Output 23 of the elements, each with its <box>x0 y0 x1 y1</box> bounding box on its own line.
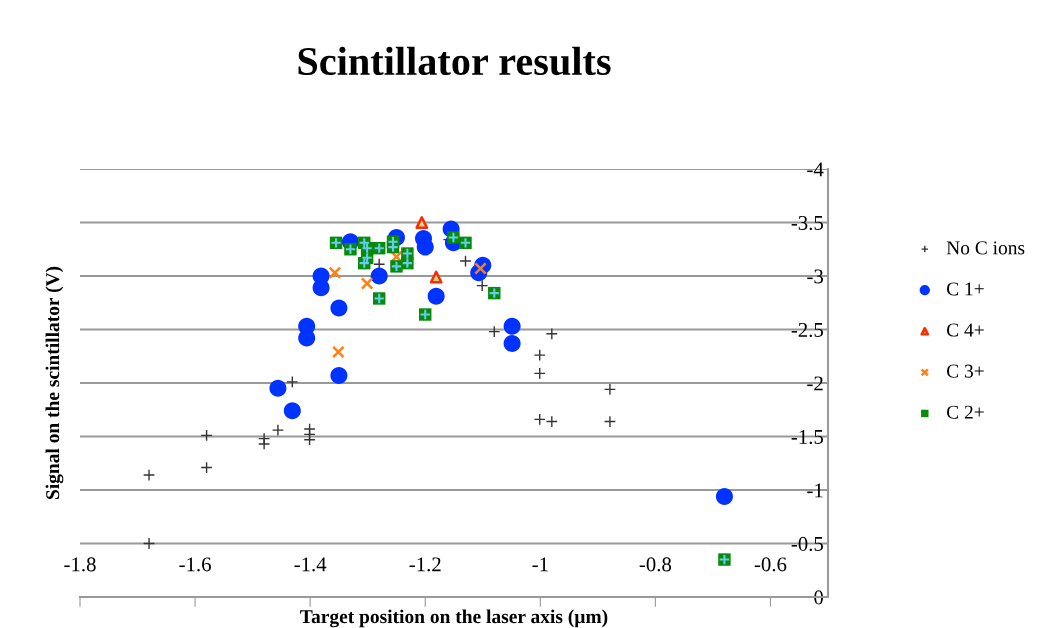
y-tick-label: -0.5 <box>791 536 824 552</box>
y-tick-label: -2 <box>807 376 823 391</box>
y-tick-label: -3.5 <box>791 215 824 231</box>
legend-label: C 2+ <box>946 405 984 419</box>
y-tick-label: -4 <box>807 162 824 177</box>
legend-label: C 4+ <box>946 323 984 337</box>
legend-label: C 3+ <box>946 364 984 378</box>
chart-title: Scintillator results <box>298 46 611 76</box>
x-tick-label: -1.6 <box>179 557 211 572</box>
x-tick-label: -1 <box>532 557 548 572</box>
x-tick-label: -0.6 <box>754 557 787 572</box>
x-axis-title: Target position on the laser axis (µm) <box>300 609 608 628</box>
y-tick-label: -1 <box>807 483 823 498</box>
x-tick-label: -0.8 <box>639 557 672 572</box>
y-tick-label: -2.5 <box>791 322 824 338</box>
x-tick-label: -1.2 <box>409 557 441 572</box>
y-axis-title: Signal on the scintillator (V) <box>45 266 64 499</box>
y-tick-label: -3 <box>807 269 824 284</box>
x-tick-label: -1.4 <box>294 557 327 572</box>
legend-label: No C ions <box>946 241 1025 255</box>
y-tick-label: -1.5 <box>791 429 824 445</box>
legend-label: C 1+ <box>946 282 984 296</box>
x-tick-label: -1.8 <box>64 557 96 572</box>
